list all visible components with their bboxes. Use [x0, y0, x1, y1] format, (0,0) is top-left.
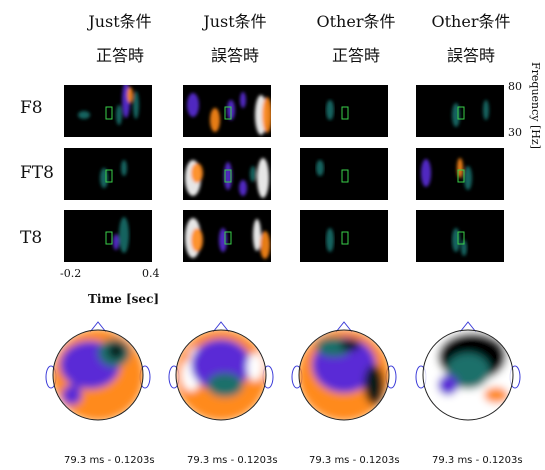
- nose-outline: [335, 321, 353, 333]
- topography-blob: [108, 343, 124, 359]
- freq-tick-80: 80: [508, 80, 522, 93]
- spectrogram-ft8-col2: [183, 148, 271, 200]
- topography-blob: [247, 353, 263, 381]
- topography-blob: [484, 387, 508, 403]
- topography-blob: [340, 339, 360, 351]
- time-range-4: 79.3 ms - 0.1203s: [432, 455, 523, 466]
- activity-blob: [250, 166, 256, 182]
- activity-blob: [326, 228, 334, 252]
- time-window-marker: [457, 169, 465, 183]
- spectrogram-t8-col4: [416, 210, 504, 262]
- column-title-4: Other条件 誤答時: [431, 12, 511, 65]
- activity-blob: [100, 168, 108, 188]
- activity-blob: [133, 91, 139, 119]
- activity-blob: [113, 234, 119, 250]
- spectrogram-f8-col2: [183, 85, 271, 137]
- x-axis-title: Time [sec]: [88, 292, 160, 306]
- nose-outline: [459, 321, 477, 333]
- topography-blob: [438, 375, 458, 395]
- activity-blob: [253, 219, 261, 251]
- head-topography-4: [415, 321, 521, 421]
- activity-blob: [483, 100, 489, 120]
- column-title-3: Other条件 正答時: [316, 12, 396, 65]
- activity-blob: [224, 162, 232, 190]
- spectrogram-ft8-col4: [416, 148, 504, 200]
- spectrogram-ft8-col1: [64, 148, 152, 200]
- activity-blob: [116, 105, 122, 125]
- time-window-marker: [341, 231, 349, 245]
- activity-blob: [191, 228, 203, 252]
- activity-blob: [421, 159, 431, 187]
- time-range-3: 79.3 ms - 0.1203s: [309, 455, 400, 466]
- time-window-marker: [224, 231, 232, 245]
- topography-blob: [446, 353, 490, 389]
- spectrogram-t8-col2: [183, 210, 271, 262]
- activity-blob: [78, 111, 90, 119]
- activity-blob: [127, 87, 133, 103]
- freq-tick-30: 30: [508, 126, 522, 139]
- activity-blob: [464, 166, 472, 190]
- activity-blob: [240, 92, 246, 108]
- spectrogram-f8-col3: [300, 85, 388, 137]
- head-outline: [175, 329, 267, 421]
- row-label-t8: T8: [20, 228, 43, 248]
- nose-outline: [89, 321, 107, 333]
- topography-blob: [364, 365, 384, 405]
- head-outline: [298, 329, 390, 421]
- time-window-marker: [105, 231, 113, 245]
- row-label-ft8: FT8: [20, 163, 54, 183]
- topography-blob: [207, 373, 243, 397]
- activity-blob: [262, 97, 271, 133]
- spectrogram-ft8-col3: [300, 148, 388, 200]
- time-range-2: 79.3 ms - 0.1203s: [187, 455, 278, 466]
- activity-blob: [191, 163, 203, 183]
- activity-blob: [326, 100, 334, 120]
- activity-blob: [316, 160, 324, 176]
- activity-blob: [187, 93, 199, 117]
- x-tick-end: 0.4: [142, 267, 160, 280]
- column-title-2: Just条件 誤答時: [203, 12, 267, 65]
- head-topography-1: [45, 321, 151, 421]
- spectrogram-t8-col1: [64, 210, 152, 262]
- activity-blob: [210, 108, 220, 132]
- time-window-marker: [224, 106, 232, 120]
- row-label-f8: F8: [20, 98, 43, 118]
- nose-outline: [212, 321, 230, 333]
- activity-blob: [260, 231, 270, 259]
- activity-blob: [257, 158, 269, 198]
- time-window-marker: [105, 169, 113, 183]
- time-window-marker: [224, 169, 232, 183]
- frequency-axis-title: Frequency [Hz]: [529, 62, 542, 149]
- head-topography-2: [168, 321, 274, 421]
- time-window-marker: [457, 231, 465, 245]
- head-outline: [422, 329, 514, 421]
- spectrogram-t8-col3: [300, 210, 388, 262]
- activity-blob: [239, 180, 247, 196]
- activity-blob: [121, 160, 127, 176]
- column-title-1: Just条件 正答時: [88, 12, 152, 65]
- time-window-marker: [341, 106, 349, 120]
- head-topography-3: [291, 321, 397, 421]
- topography-blob: [62, 385, 82, 405]
- activity-blob: [119, 217, 129, 253]
- spectrogram-f8-col4: [416, 85, 504, 137]
- spectrogram-f8-col1: [64, 85, 152, 137]
- head-outline: [52, 329, 144, 421]
- x-tick-start: -0.2: [60, 267, 82, 280]
- time-window-marker: [457, 106, 465, 120]
- time-window-marker: [341, 169, 349, 183]
- time-range-1: 79.3 ms - 0.1203s: [64, 455, 155, 466]
- time-window-marker: [105, 106, 113, 120]
